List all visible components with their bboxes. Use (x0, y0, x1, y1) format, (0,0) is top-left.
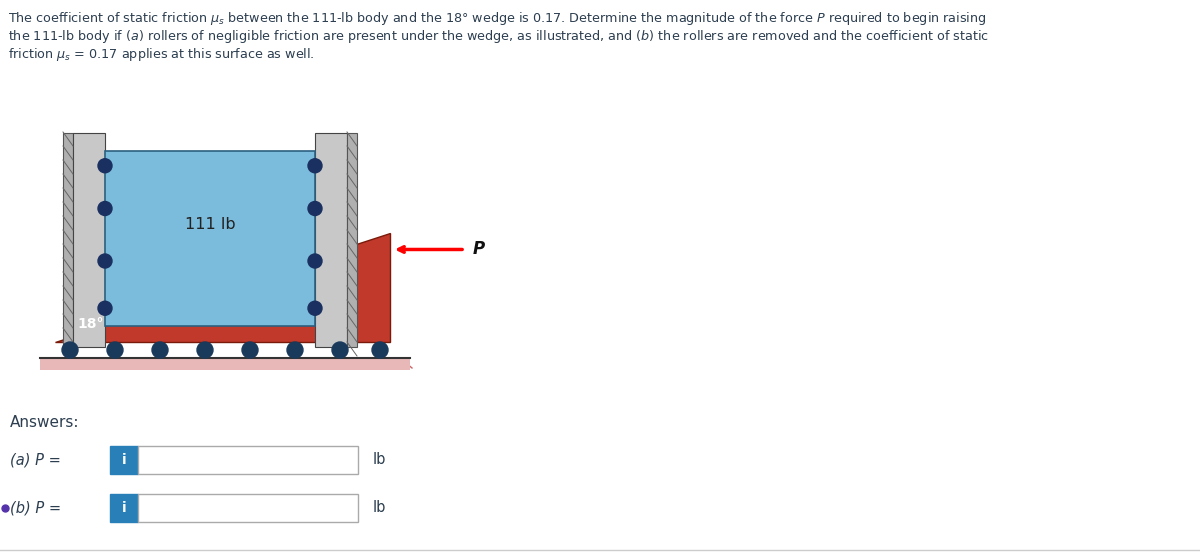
Circle shape (308, 202, 322, 216)
Circle shape (62, 342, 78, 358)
Circle shape (98, 202, 112, 216)
Bar (73, 133, 106, 347)
Bar (64, 133, 73, 347)
Polygon shape (55, 233, 390, 342)
Bar (138, 446, 358, 474)
Text: lb: lb (373, 452, 386, 468)
Bar (347, 133, 358, 347)
Bar (138, 494, 358, 522)
FancyBboxPatch shape (110, 494, 138, 522)
Circle shape (197, 342, 214, 358)
Circle shape (98, 254, 112, 268)
Text: (b) P =: (b) P = (10, 501, 61, 516)
Bar (106, 151, 314, 326)
Circle shape (98, 301, 112, 315)
Text: (a) P =: (a) P = (10, 452, 61, 468)
Circle shape (107, 342, 124, 358)
Text: Answers:: Answers: (10, 415, 79, 430)
FancyBboxPatch shape (110, 446, 138, 474)
Text: i: i (121, 501, 126, 515)
Circle shape (98, 158, 112, 172)
Circle shape (332, 342, 348, 358)
Text: i: i (121, 453, 126, 467)
Circle shape (308, 254, 322, 268)
Text: lb: lb (373, 501, 386, 516)
Text: friction $\mu_s$ = 0.17 applies at this surface as well.: friction $\mu_s$ = 0.17 applies at this … (8, 46, 314, 63)
Circle shape (308, 158, 322, 172)
Bar (314, 133, 347, 347)
Text: the 111-lb body if $(a)$ rollers of negligible friction are present under the we: the 111-lb body if $(a)$ rollers of negl… (8, 28, 989, 45)
Text: P: P (473, 240, 485, 259)
Text: 111 lb: 111 lb (185, 217, 235, 232)
Circle shape (308, 301, 322, 315)
Text: 18°: 18° (77, 317, 103, 331)
Bar (40, 358, 410, 370)
Text: The coefficient of static friction $\mu_s$ between the 111-lb body and the 18° w: The coefficient of static friction $\mu_… (8, 10, 986, 27)
Circle shape (372, 342, 388, 358)
Circle shape (242, 342, 258, 358)
Circle shape (287, 342, 302, 358)
Circle shape (152, 342, 168, 358)
